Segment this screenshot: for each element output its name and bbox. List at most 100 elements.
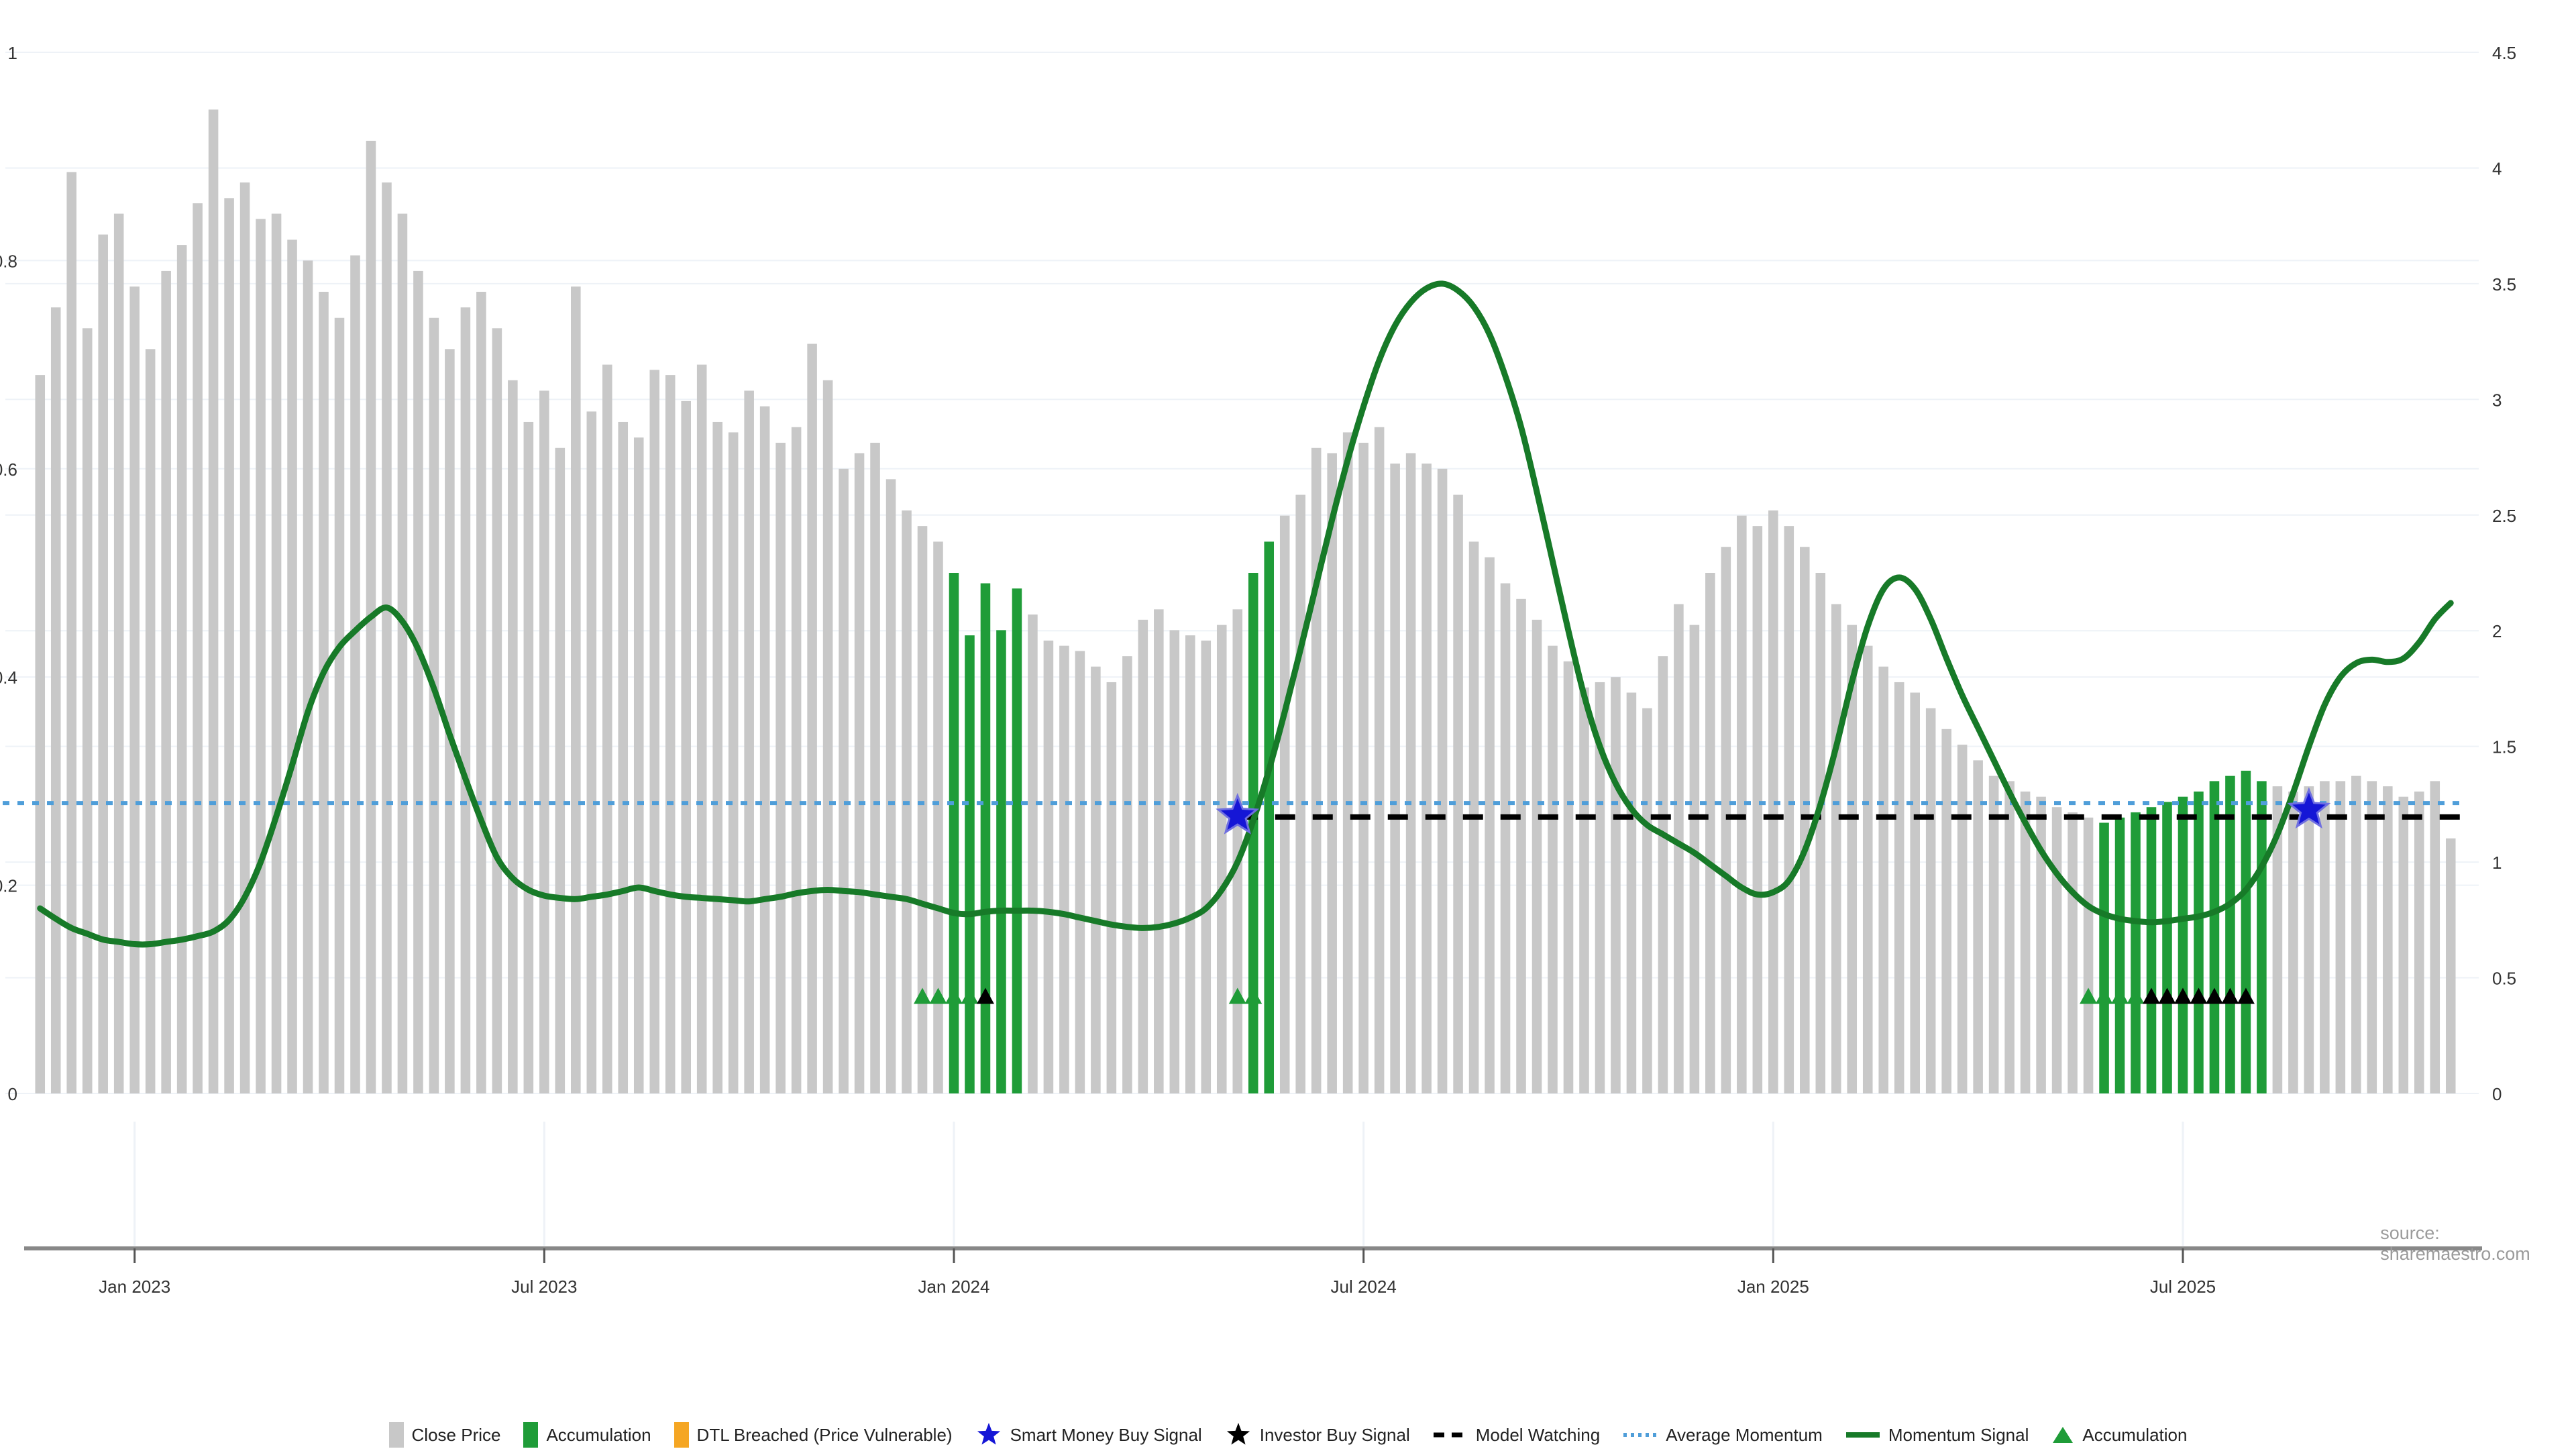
close-price-bar (807, 343, 817, 1093)
legend-item-label: Momentum Signal (1888, 1424, 2029, 1445)
close-price-bar (66, 172, 76, 1094)
close-price-bar (1154, 609, 1164, 1093)
close-price-bar (791, 427, 802, 1093)
close-price-bar (1201, 640, 1212, 1093)
right-axis-tick-label: 0 (2492, 1084, 2502, 1104)
legend-accumulation-bar[interactable]: Accumulation (523, 1422, 651, 1448)
accumulation-bar (996, 630, 1006, 1093)
right-axis-tick-label: 2 (2492, 621, 2502, 641)
close-price-bar (1862, 645, 1873, 1093)
right-axis-tick-label: 0.5 (2492, 969, 2516, 989)
investor-triangle (2205, 987, 2223, 1004)
close-price-bar (839, 468, 849, 1093)
legend-smart-money-buy-signal[interactable]: Smart Money Buy Signal (975, 1422, 1202, 1448)
close-price-bar (1390, 464, 1400, 1093)
smart-money-buy-signal-star[interactable] (1216, 793, 1260, 835)
close-price-bar (1091, 666, 1101, 1093)
accumulation-triangle (945, 987, 963, 1004)
close-price-bar (2398, 796, 2409, 1093)
close-price-bar (539, 390, 549, 1093)
close-price-bar (1831, 604, 1841, 1093)
close-price-bar (382, 182, 392, 1093)
close-price-bar (1674, 604, 1684, 1093)
right-axis-tick-label: 1.5 (2492, 737, 2516, 757)
close-price-bar (1878, 666, 1888, 1093)
chart-legend: Close Price Accumulation DTL Breached (Pri… (0, 1422, 2576, 1448)
close-price-bar (303, 260, 313, 1093)
close-price-bar (1784, 526, 1794, 1093)
accumulation-bar (2099, 822, 2109, 1093)
close-price-bar (113, 213, 124, 1093)
investor-triangle (976, 987, 994, 1004)
close-price-bar (1516, 598, 1526, 1093)
close-price-bar (256, 219, 266, 1093)
close-price-bar (208, 109, 219, 1094)
close-price-bar (1327, 453, 1337, 1093)
legend-accumulation-marker[interactable]: Accumulation (2051, 1425, 2187, 1446)
close-price-bar (602, 364, 612, 1093)
triangle-icon (2051, 1425, 2074, 1445)
accumulation-bar (980, 583, 991, 1093)
x-axis-tick-label: Jul 2024 (1330, 1277, 1396, 1297)
close-price-bar (1185, 635, 1195, 1093)
close-price-bar (193, 203, 203, 1093)
close-price-bar (917, 526, 928, 1093)
source-attribution: source: sharemaestro.com (2380, 1223, 2530, 1264)
close-price-bar (2083, 817, 2094, 1093)
legend-swatch-rect-icon (388, 1422, 404, 1448)
close-price-bar (1941, 729, 1951, 1093)
close-price-bar (1973, 760, 1983, 1093)
x-axis-tick-label: Jan 2024 (918, 1277, 989, 1297)
accumulation-bar (2241, 770, 2251, 1093)
close-price-bar (1421, 464, 1432, 1093)
close-price-bar (1611, 677, 1621, 1093)
left-axis-tick-label: 0 (8, 1084, 17, 1104)
accumulation-triangle (1228, 987, 1246, 1004)
close-price-bar (1122, 656, 1132, 1093)
accumulation-triangle (2127, 987, 2145, 1004)
smart-money-buy-signal-star[interactable] (2287, 787, 2331, 829)
legend-investor-buy-signal[interactable]: Investor Buy Signal (1225, 1422, 1410, 1448)
close-price-bar (1768, 510, 1778, 1093)
close-price-bar (1028, 614, 1038, 1093)
accumulation-bar (2209, 781, 2220, 1093)
close-price-bar (287, 239, 297, 1093)
accumulation-bar (2146, 807, 2157, 1093)
accumulation-bar (2225, 775, 2235, 1093)
close-price-bar (334, 317, 345, 1093)
solid-line-icon (1845, 1430, 1880, 1440)
legend-momentum-signal[interactable]: Momentum Signal (1845, 1425, 2029, 1446)
legend-item-label: Accumulation (2082, 1424, 2188, 1445)
legend-close-price[interactable]: Close Price (388, 1422, 501, 1448)
legend-item-label: DTL Breached (Price Vulnerable) (696, 1424, 953, 1445)
close-price-bar (2445, 838, 2456, 1093)
close-price-bar (145, 349, 156, 1093)
x-axis-tick-label: Jul 2025 (2150, 1277, 2216, 1297)
right-axis-tick-label: 4 (2492, 158, 2502, 178)
legend-item-label: Average Momentum (1666, 1424, 1823, 1445)
accumulation-bar (2178, 796, 2188, 1093)
close-price-bar (1043, 640, 1054, 1093)
close-price-bar (2272, 786, 2283, 1093)
investor-triangle (2143, 987, 2161, 1004)
close-price-bar (319, 291, 329, 1094)
close-price-bar (1800, 547, 1810, 1093)
legend-model-watching[interactable]: Model Watching (1433, 1425, 1600, 1446)
legend-average-momentum[interactable]: Average Momentum (1623, 1425, 1823, 1446)
right-axis-tick-label: 3.5 (2492, 274, 2516, 294)
right-axis-tick-label: 4.5 (2492, 43, 2516, 63)
left-axis-tick-label: 1 (8, 43, 17, 63)
close-price-bar (2068, 812, 2078, 1093)
accumulation-bar (2257, 781, 2267, 1093)
close-price-bar (98, 234, 108, 1094)
legend-swatch-rect-icon (674, 1422, 689, 1448)
close-price-bar (1910, 692, 1920, 1093)
close-price-bar (1232, 609, 1243, 1093)
close-price-bar (350, 255, 360, 1093)
close-price-bar (2383, 786, 2393, 1093)
close-price-bar (649, 370, 660, 1093)
legend-dtl-breached[interactable]: DTL Breached (Price Vulnerable) (674, 1422, 953, 1448)
legend-item-label: Close Price (411, 1424, 501, 1445)
close-price-bar (429, 317, 439, 1093)
star-icon (975, 1422, 1002, 1448)
